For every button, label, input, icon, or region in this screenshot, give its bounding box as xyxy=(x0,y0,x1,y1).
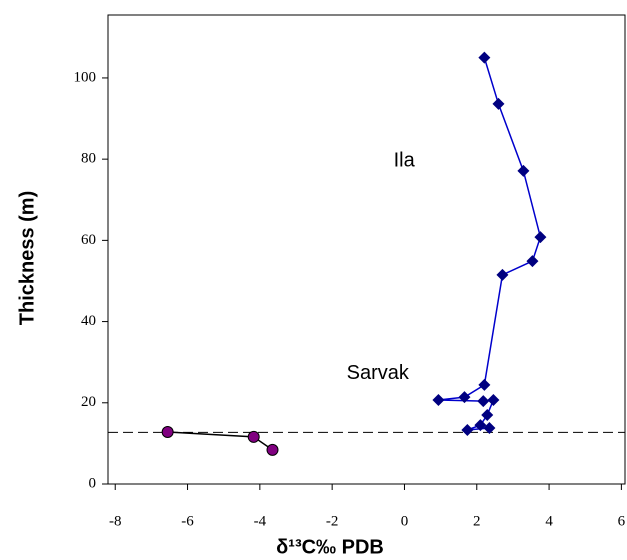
x-tick-label: -2 xyxy=(326,513,339,529)
plot-frame xyxy=(107,14,626,485)
x-tick-label: -8 xyxy=(109,513,122,529)
data-point xyxy=(478,51,491,64)
series-line xyxy=(438,57,542,431)
x-tick-label: 0 xyxy=(401,513,409,529)
data-point xyxy=(517,164,530,177)
data-point xyxy=(432,393,445,406)
y-tick-label: 20 xyxy=(81,394,96,410)
y-tick-label: 80 xyxy=(81,151,96,167)
data-point xyxy=(496,268,509,281)
data-point xyxy=(461,423,474,436)
y-tick-label: 0 xyxy=(89,475,97,491)
x-tick-label: 6 xyxy=(618,513,626,529)
x-tick-label: 4 xyxy=(545,513,553,529)
y-axis-label: Thickness (m) xyxy=(16,191,38,325)
x-tick-label: -6 xyxy=(181,513,194,529)
data-point xyxy=(266,443,279,456)
data-point xyxy=(477,395,490,408)
data-point xyxy=(474,419,487,432)
data-point xyxy=(526,255,539,268)
annotation: Sarvak xyxy=(347,362,410,384)
y-tick-label: 60 xyxy=(81,232,96,248)
annotation: Ila xyxy=(394,149,416,171)
data-point xyxy=(487,393,500,406)
data-point xyxy=(161,426,174,439)
data-point xyxy=(478,378,491,391)
x-tick-label: -4 xyxy=(254,513,267,529)
data-point xyxy=(483,421,496,434)
data-point xyxy=(247,430,260,443)
data-point xyxy=(534,231,547,244)
x-axis-label: δ¹³C‰ PDB xyxy=(276,536,384,558)
y-tick-label: 40 xyxy=(81,313,96,329)
data-point xyxy=(458,391,471,404)
y-tick-label: 100 xyxy=(74,69,97,85)
data-point xyxy=(481,408,494,421)
data-point xyxy=(492,97,505,110)
x-tick-label: 2 xyxy=(473,513,481,529)
